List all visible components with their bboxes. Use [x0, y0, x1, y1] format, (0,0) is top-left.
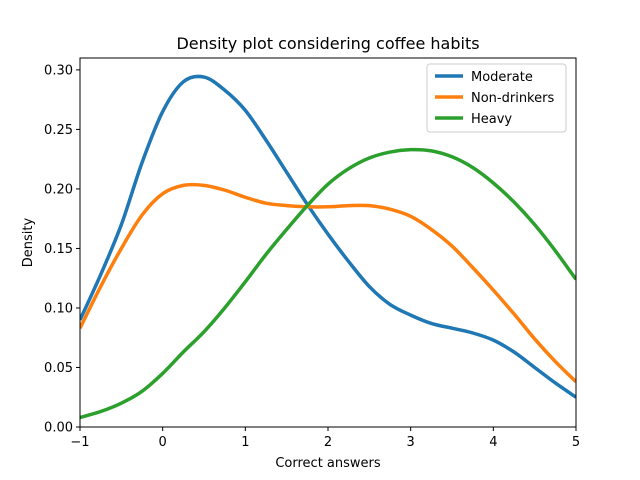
- x-axis: −1 0 1 2 3 4 5: [70, 427, 580, 450]
- legend-label: Moderate: [471, 70, 533, 85]
- y-tick-label: 0.05: [44, 361, 73, 376]
- y-tick-label: 0.00: [44, 421, 73, 436]
- axes-frame: [79, 57, 577, 428]
- x-tick-label: 5: [572, 435, 580, 450]
- y-tick-label: 0.20: [44, 182, 73, 197]
- x-tick-label: 3: [407, 435, 415, 450]
- x-tick-label: 2: [324, 435, 332, 450]
- y-tick-label: 0.15: [44, 242, 73, 257]
- series-line-heavy: [80, 147, 576, 420]
- legend-label: Heavy: [471, 112, 512, 127]
- y-tick-label: 0.25: [44, 123, 73, 138]
- legend-box: [426, 63, 567, 133]
- y-axis-label: Density: [21, 217, 36, 267]
- plot-area: [80, 74, 576, 420]
- legend: Moderate Non-drinkers Heavy: [426, 63, 567, 133]
- series-line-non-drinkers: [80, 182, 576, 384]
- x-tick-label: 0: [159, 435, 167, 450]
- x-axis-label: Correct answers: [275, 456, 381, 471]
- y-axis: 0.00 0.05 0.10 0.15 0.20 0.25 0.30: [44, 63, 80, 436]
- x-tick-label: −1: [70, 435, 89, 450]
- y-tick-label: 0.30: [44, 63, 73, 78]
- x-tick-label: 4: [489, 435, 497, 450]
- x-tick-label: 1: [241, 435, 249, 450]
- chart-title: Density plot considering coffee habits: [176, 34, 479, 53]
- legend-label: Non-drinkers: [471, 91, 554, 106]
- y-tick-label: 0.10: [44, 301, 73, 316]
- series-line-moderate: [80, 74, 576, 399]
